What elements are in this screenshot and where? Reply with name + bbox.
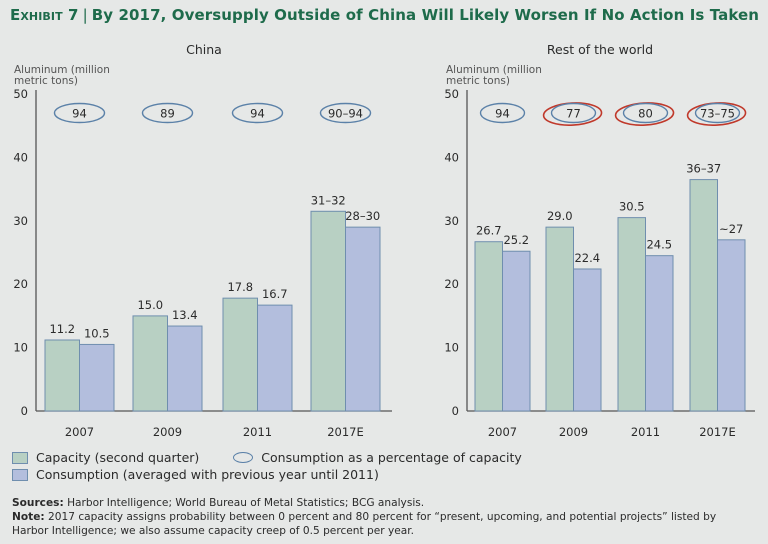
x-tick-label: 2017E [327,425,364,439]
consumption-value-label: 24.5 [646,238,672,252]
ratio-label: 90–94 [328,107,363,121]
consumption-bar [573,268,602,412]
consumption-swatch [12,468,28,481]
capacity-value-label: 11.2 [49,322,75,336]
capacity-bar [617,217,646,412]
legend-capacity-label: Capacity (second quarter) [36,450,200,465]
consumption-bar [717,239,746,412]
y-axis-label: Aluminum (million [14,64,110,76]
capacity-bar [689,179,718,412]
capacity-bar [132,315,168,412]
ratio-ellipse [53,102,106,124]
consumption-value-label: ~27 [719,222,743,236]
y-tick-label: 40 [13,150,28,164]
y-tick-label: 40 [444,150,459,164]
ratio-ellipse [694,102,741,124]
consumption-bar [645,255,674,412]
ratio-ellipse [622,102,669,124]
capacity-value-label: 15.0 [137,298,163,312]
consumption-value-label: 10.5 [84,326,110,340]
consumption-value-label: 28–30 [345,209,380,223]
capacity-bar [44,339,80,412]
y-tick-label: 10 [444,341,459,355]
capacity-bar [222,297,258,412]
x-tick-label: 2007 [65,425,94,439]
ratio-ellipse [141,102,194,124]
x-tick-label: 2011 [631,425,660,439]
ratio-ellipse [231,102,284,124]
x-tick-label: 2009 [559,425,588,439]
legend-ratio-label: Consumption as a percentage of capacity [261,450,522,465]
consumption-value-label: 25.2 [503,233,529,247]
consumption-bar [167,325,203,412]
ratio-label: 80 [638,107,653,121]
sources-text: Harbor Intelligence; World Bureau of Met… [67,497,425,509]
ratio-ellipse [550,102,597,124]
note-line: Note: 2017 capacity assigns probability … [12,510,752,538]
note-label: Note: [12,511,45,523]
capacity-swatch [12,451,28,464]
title-separator: | [82,6,88,24]
y-tick-label: 50 [444,87,459,101]
consumption-value-label: 16.7 [262,287,288,301]
legend-row-1: Capacity (second quarter) Consumption as… [12,449,522,466]
consumption-bar [79,343,115,412]
ratio-label: 94 [250,107,265,121]
exhibit-heading: By 2017, Oversupply Outside of China Wil… [91,6,760,24]
capacity-value-label: 36–37 [686,162,721,176]
y-tick-label: 20 [444,277,459,291]
y-tick-label: 30 [444,214,459,228]
legend: Capacity (second quarter) Consumption as… [12,449,522,483]
consumption-value-label: 13.4 [172,308,198,322]
legend-consumption-label: Consumption (averaged with previous year… [36,467,379,482]
x-tick-label: 2009 [153,425,182,439]
ratio-label: 77 [566,107,581,121]
y-tick-label: 50 [13,87,28,101]
legend-row-2: Consumption (averaged with previous year… [12,466,522,483]
exhibit-title: Exhibit 7 | By 2017, Oversupply Outside of… [10,6,759,24]
ratio-ellipse-icon [233,452,254,463]
capacity-value-label: 31–32 [311,193,346,207]
y-axis-label: metric tons) [14,75,78,87]
ratio-label: 94 [72,107,87,121]
capacity-value-label: 17.8 [227,280,253,294]
y-tick-label: 0 [21,404,28,418]
capacity-value-label: 26.7 [476,224,502,238]
y-tick-label: 10 [13,341,28,355]
x-tick-label: 2011 [243,425,272,439]
ratio-ellipse [479,102,526,124]
y-tick-label: 20 [13,277,28,291]
ratio-label: 89 [160,107,175,121]
capacity-bar [474,241,503,412]
ratio-label: 94 [495,107,510,121]
note-text: 2017 capacity assigns probability betwee… [12,511,717,537]
consumption-bar [257,304,293,412]
capacity-bar [310,210,346,412]
capacity-value-label: 29.0 [547,209,573,223]
y-axis-label: Aluminum (million [446,64,542,76]
panel-title: China [186,42,222,57]
y-tick-label: 30 [13,214,28,228]
consumption-bar [502,250,531,412]
sources-line: Sources: Harbor Intelligence; World Bure… [12,496,752,510]
capacity-value-label: 30.5 [619,200,645,214]
x-tick-label: 2007 [488,425,517,439]
exhibit-number: Exhibit 7 [10,6,79,24]
ratio-label: 73–75 [700,107,735,121]
capacity-bar [545,226,574,412]
ratio-ellipse [319,102,372,124]
consumption-bar [345,226,381,412]
y-axis-label: metric tons) [446,75,510,87]
panel-title: Rest of the world [547,42,653,57]
x-tick-label: 2017E [699,425,736,439]
sources-label: Sources: [12,497,64,509]
y-tick-label: 0 [452,404,459,418]
consumption-value-label: 22.4 [574,251,600,265]
footnotes: Sources: Harbor Intelligence; World Bure… [12,496,752,538]
